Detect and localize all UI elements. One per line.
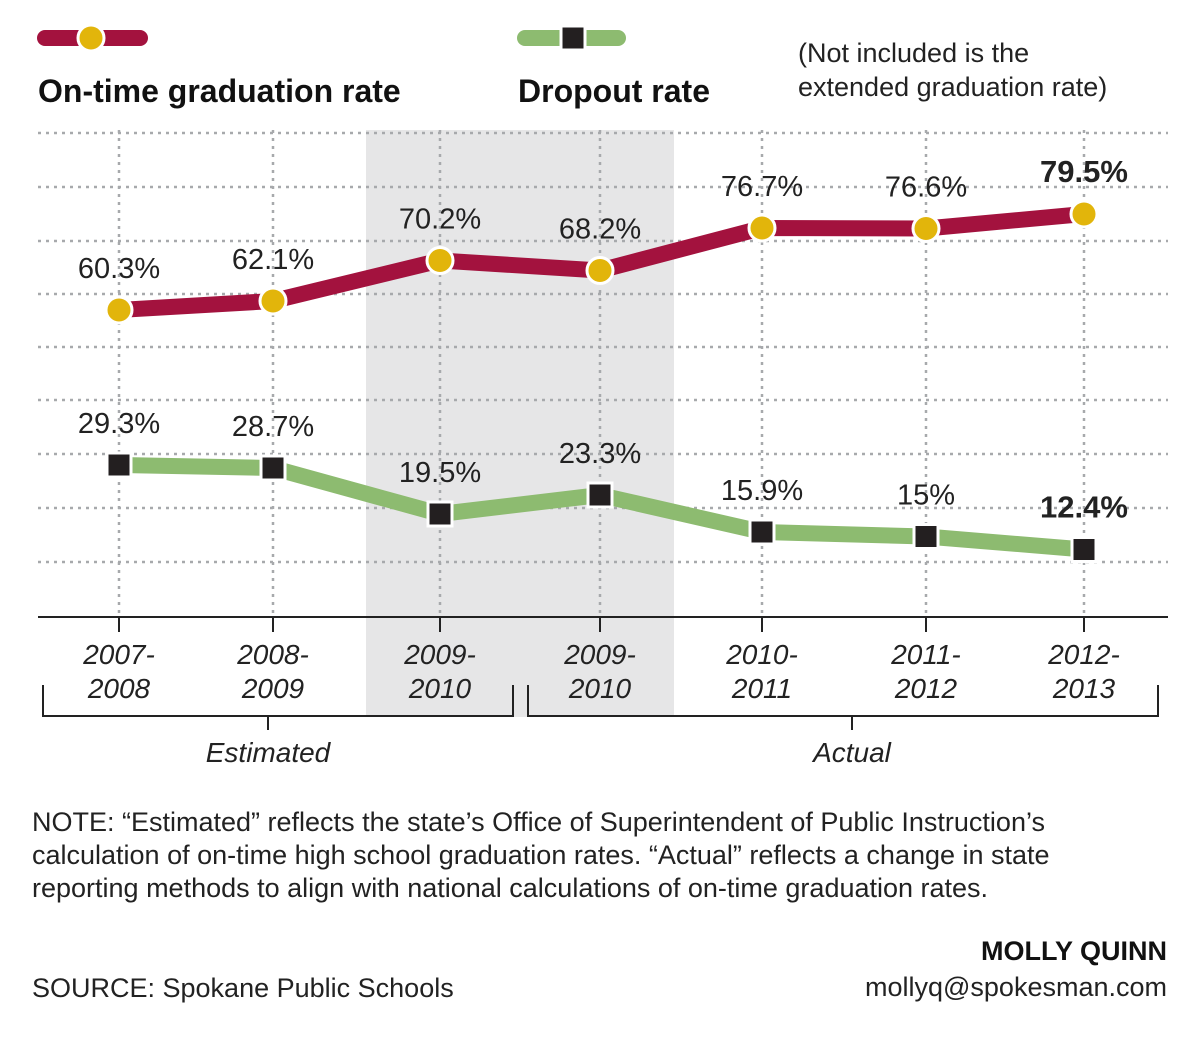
point-marker <box>259 454 287 482</box>
data-label: 19.5% <box>399 457 481 489</box>
data-label: 15% <box>897 480 955 512</box>
period-label-top: 2009- <box>563 639 636 670</box>
data-label: 60.3% <box>78 253 160 285</box>
credit-email: mollyq@spokesman.com <box>864 972 1167 1002</box>
point-marker <box>258 286 288 316</box>
series-dropout: 29.3% 28.7% 19.5% 23.3% 15.9% 15% 12.4% <box>78 408 1128 563</box>
data-label: 68.2% <box>559 214 641 246</box>
period-label-bottom: 2010 <box>568 673 632 704</box>
group-label: Estimated <box>206 737 332 768</box>
data-label: 70.2% <box>399 204 481 236</box>
point-marker <box>586 481 614 509</box>
data-label: 12.4% <box>1040 490 1128 525</box>
period-label-bottom: 2011 <box>731 673 792 704</box>
legend-note-line1: (Not included is the <box>798 38 1029 68</box>
legend: On-time graduation rate Dropout rate (No… <box>37 23 1107 109</box>
period-label-bottom: 2008 <box>87 673 151 704</box>
data-label: 15.9% <box>721 475 803 507</box>
credit-name: MOLLY QUINN <box>980 936 1167 966</box>
data-label: 23.3% <box>559 438 641 470</box>
legend-note-line2: extended graduation rate) <box>798 72 1107 102</box>
period-label-top: 2012- <box>1047 639 1120 670</box>
point-marker <box>911 214 941 243</box>
legend-dropout-label: Dropout rate <box>518 73 710 109</box>
point-marker <box>1070 536 1098 563</box>
group-bracket <box>42 685 514 717</box>
period-label-top: 2008- <box>236 639 309 670</box>
data-label: 62.1% <box>232 244 314 276</box>
data-label: 76.7% <box>721 171 803 203</box>
highlight-band <box>366 130 674 717</box>
data-label: 79.5% <box>1040 154 1128 189</box>
point-marker <box>105 451 133 479</box>
period-label-top: 2007- <box>82 639 155 670</box>
point-marker <box>425 246 455 275</box>
group-brackets: Estimated Actual <box>42 685 1159 768</box>
period-label-bottom: 2009 <box>241 673 304 704</box>
data-label: 28.7% <box>232 411 314 443</box>
period-label-bottom: 2013 <box>1052 673 1116 704</box>
footnote: NOTE: “Estimated” reflects the state’s O… <box>32 807 1050 903</box>
point-marker <box>585 256 615 285</box>
point-marker <box>748 518 776 546</box>
point-marker <box>912 523 940 550</box>
point-marker <box>1069 199 1099 229</box>
period-label-top: 2010- <box>725 639 798 670</box>
legend-grad-label: On-time graduation rate <box>38 73 401 109</box>
source-line: SOURCE: Spokane Public Schools <box>32 973 454 1003</box>
legend-dropout-swatch <box>517 24 626 52</box>
group-label: Actual <box>811 737 892 768</box>
group-bracket <box>527 685 1159 717</box>
line-chart: On-time graduation rate Dropout rate (No… <box>37 23 1168 768</box>
point-marker <box>426 500 454 528</box>
period-label-top: 2011- <box>890 639 961 670</box>
legend-grad-swatch <box>37 23 148 53</box>
series-graduation: 60.3% 62.1% 70.2% 68.2% 76.7% 76.6% 79.5% <box>78 154 1128 325</box>
period-labels: 2007-20082008-20092009-20102009-20102010… <box>82 639 1120 704</box>
period-label-top: 2009- <box>403 639 476 670</box>
data-label: 29.3% <box>78 408 160 440</box>
point-marker <box>104 295 134 325</box>
period-label-bottom: 2012 <box>894 673 958 704</box>
period-label-bottom: 2010 <box>408 673 472 704</box>
series-layer: 60.3% 62.1% 70.2% 68.2% 76.7% 76.6% 79.5% 29.3%… <box>78 154 1128 563</box>
data-label: 76.6% <box>885 172 967 204</box>
point-marker <box>747 213 777 243</box>
